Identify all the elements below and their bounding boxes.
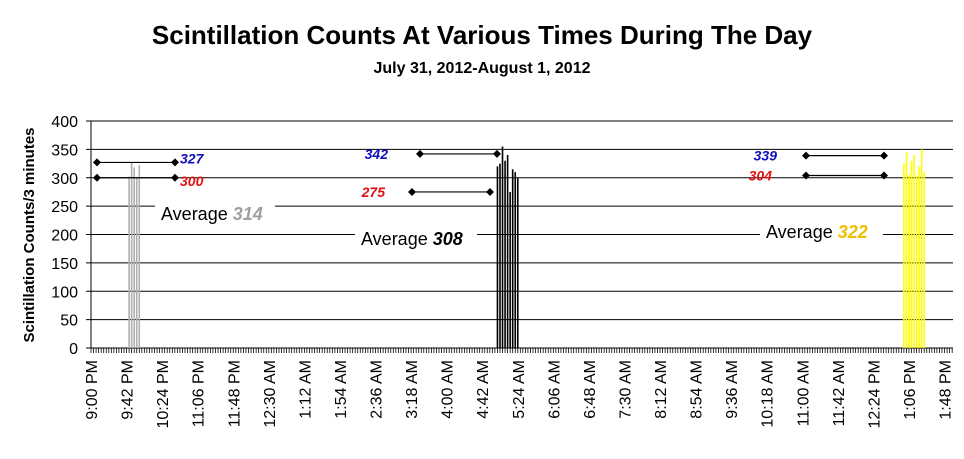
y-tick-label: 0: [69, 341, 78, 358]
marker-diamond: [880, 171, 888, 180]
y-tick-label: 50: [60, 313, 78, 330]
x-tick-label: 3:18 AM: [404, 360, 421, 419]
x-tick-label: 5:24 AM: [511, 360, 528, 419]
y-axis-label: Scintillation Counts/3 minutes: [21, 127, 38, 342]
x-tick-label: 4:00 AM: [440, 360, 457, 419]
chart-title: Scintillation Counts At Various Times Du…: [151, 20, 813, 50]
x-tick-label: 1:12 AM: [297, 360, 314, 419]
marker-diamond: [416, 149, 424, 158]
x-tick-label: 4:42 AM: [475, 360, 492, 419]
y-tick-label: 300: [51, 171, 78, 188]
marker-diamond: [880, 151, 888, 160]
x-tick-label: 6:06 AM: [546, 360, 563, 419]
x-tick-label: 11:00 AM: [795, 360, 812, 426]
x-tick-label: 2:36 AM: [369, 360, 386, 419]
average-label-bg: [760, 218, 883, 246]
marker-diamond: [802, 151, 810, 160]
x-tick-label: 9:42 PM: [120, 360, 137, 420]
x-tick-label: 1:06 PM: [902, 360, 919, 420]
y-tick-label: 350: [51, 142, 78, 159]
chart-subtitle: July 31, 2012-August 1, 2012: [373, 60, 591, 77]
min-value-label: 304: [749, 167, 773, 183]
average-label-bg: [155, 200, 275, 228]
average-label: Average 314: [161, 204, 263, 224]
marker-diamond: [802, 171, 810, 180]
marker-diamond: [493, 149, 501, 158]
x-tick-label: 11:48 PM: [226, 360, 243, 427]
marker-diamond: [93, 158, 101, 167]
average-label: Average 322: [766, 222, 868, 242]
max-value-label: 339: [754, 148, 778, 164]
x-tick-label: 8:12 AM: [653, 360, 670, 419]
x-tick-label: 8:54 AM: [689, 360, 706, 419]
y-tick-label: 150: [51, 256, 78, 273]
x-tick-label: 6:48 AM: [582, 360, 599, 419]
x-tick-label: 9:00 PM: [84, 360, 101, 420]
y-tick-label: 400: [51, 114, 78, 131]
x-tick-label: 11:06 PM: [191, 360, 208, 427]
min-value-label: 300: [180, 173, 204, 189]
x-tick-label: 12:24 PM: [866, 360, 883, 428]
marker-diamond: [486, 187, 494, 196]
average-label: Average 308: [361, 229, 463, 249]
max-value-label: 342: [365, 146, 389, 162]
max-value-label: 327: [180, 150, 205, 166]
marker-diamond: [93, 173, 101, 182]
average-label-bg: [355, 225, 477, 253]
y-tick-label: 100: [51, 284, 78, 301]
y-tick-label: 200: [51, 228, 78, 245]
marker-diamond: [171, 158, 179, 167]
marker-diamond: [171, 173, 179, 182]
x-tick-label: 12:30 AM: [262, 360, 279, 428]
x-tick-label: 1:48 PM: [938, 360, 955, 420]
x-tick-label: 11:42 AM: [831, 360, 848, 426]
y-tick-label: 250: [51, 199, 78, 216]
x-tick-label: 1:54 AM: [333, 360, 350, 419]
x-tick-label: 10:24 PM: [155, 360, 172, 428]
x-tick-label: 10:18 AM: [760, 360, 777, 428]
marker-diamond: [408, 187, 416, 196]
x-tick-label: 7:30 AM: [617, 360, 634, 419]
min-value-label: 275: [361, 184, 386, 200]
x-tick-label: 9:36 AM: [724, 360, 741, 419]
